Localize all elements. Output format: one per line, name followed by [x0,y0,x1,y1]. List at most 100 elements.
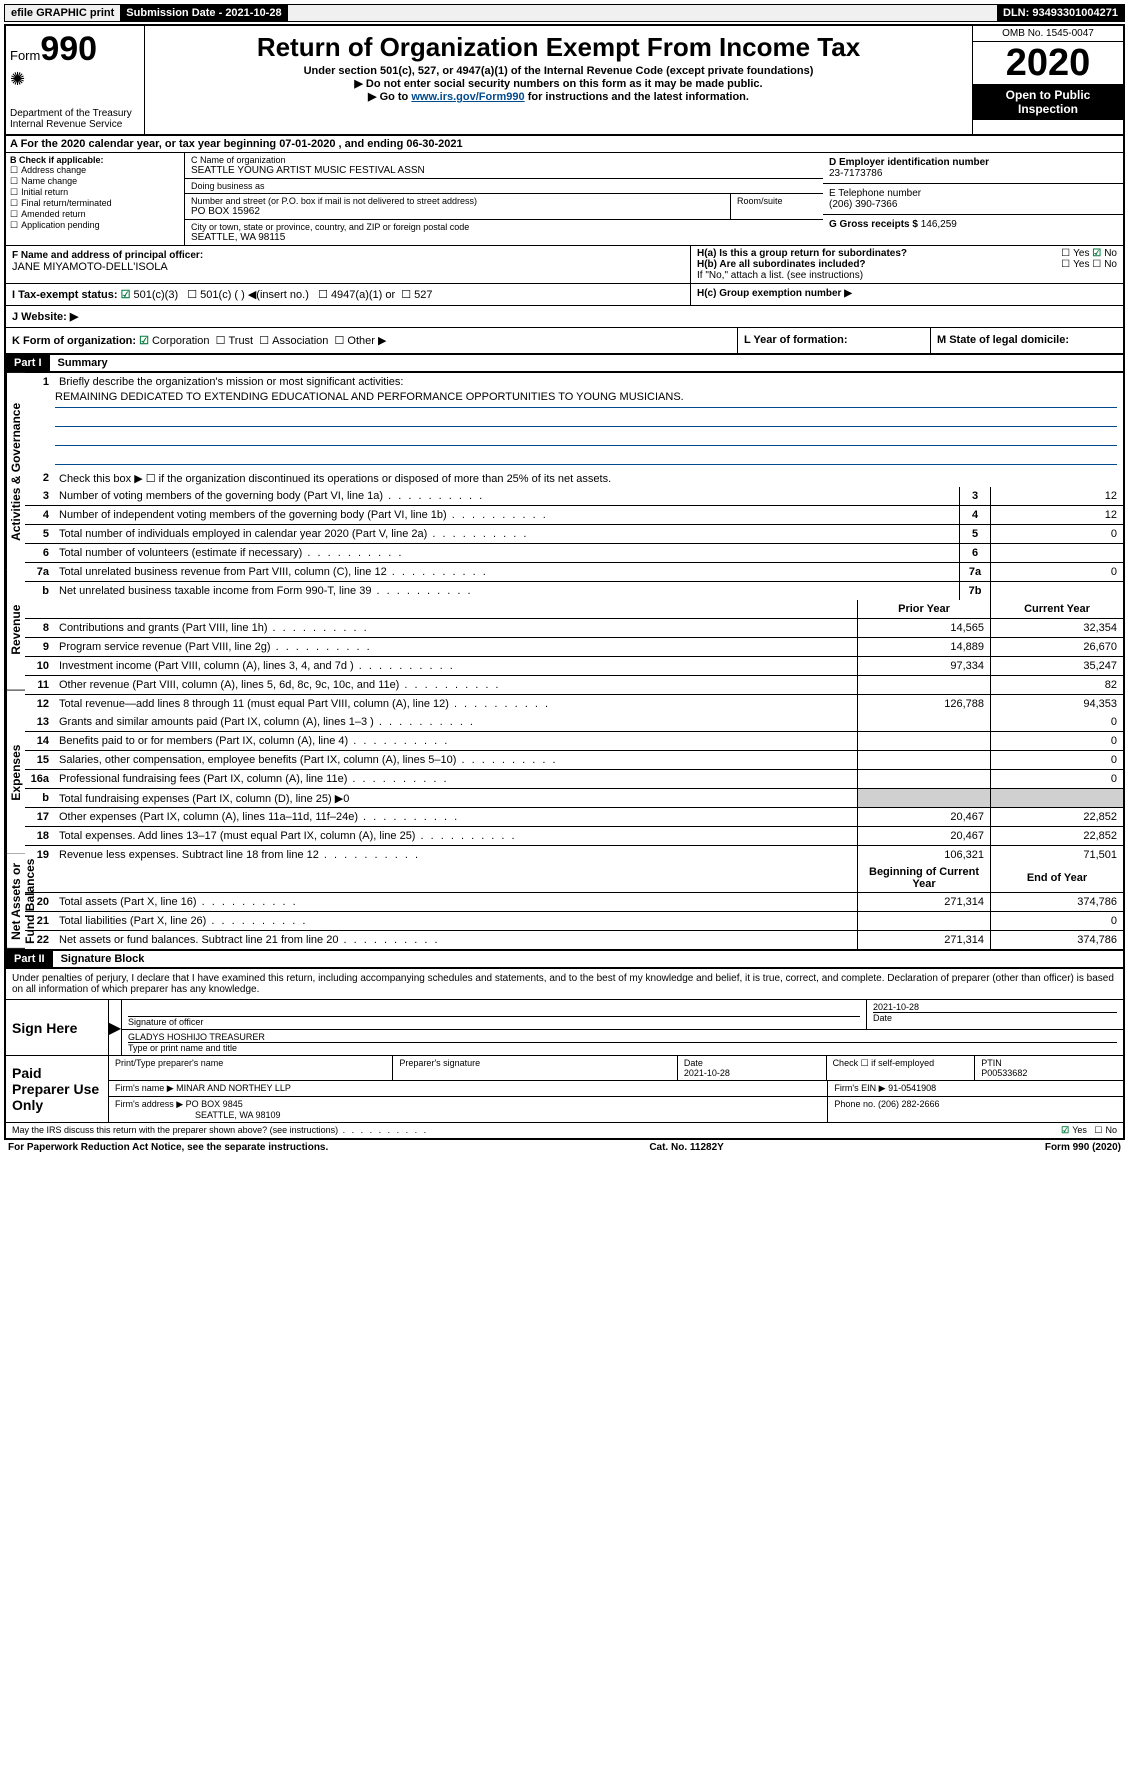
chk-4947[interactable]: 4947(a)(1) or [318,289,395,301]
summary-line: 19Revenue less expenses. Subtract line 1… [25,846,1123,864]
form990-link[interactable]: www.irs.gov/Form990 [411,91,524,103]
summary-line: 17Other expenses (Part IX, column (A), l… [25,808,1123,827]
gross-receipts: 146,259 [921,219,957,230]
part1-body: Activities & Governance Revenue Expenses… [4,373,1125,951]
irs-label: Internal Revenue Service [10,119,140,130]
box-g: G Gross receipts $ 146,259 [823,215,1123,234]
line2-label: Check this box ▶ ☐ if the organization d… [55,470,1123,487]
officer-group-block: F Name and address of principal officer:… [4,246,1125,284]
part1-header: Part I Summary [4,355,1125,373]
chk-501c3[interactable]: 501(c)(3) [121,289,179,301]
summary-line: bNet unrelated business taxable income f… [25,582,1123,600]
summary-line: 11Other revenue (Part VIII, column (A), … [25,676,1123,695]
chk-assoc[interactable]: Association [259,335,328,347]
line1-label: Briefly describe the organization's miss… [55,374,1123,390]
summary-line: 21Total liabilities (Part X, line 26)0 [25,912,1123,931]
chk-501c[interactable]: 501(c) ( ) ◀(insert no.) [187,289,309,301]
prep-date: 2021-10-28 [684,1068,820,1078]
hb-no[interactable]: No [1092,259,1117,270]
chk-other[interactable]: Other ▶ [335,335,387,347]
tax-period: A For the 2020 calendar year, or tax yea… [4,136,1125,153]
chk-final-return[interactable]: Final return/terminated [10,198,180,209]
summary-line: 7aTotal unrelated business revenue from … [25,563,1123,582]
summary-line: 3Number of voting members of the governi… [25,487,1123,506]
sign-here-label: Sign Here [6,1000,109,1055]
form-number: Form990 [10,30,140,69]
col-end: End of Year [990,864,1123,892]
summary-line: 5Total number of individuals employed in… [25,525,1123,544]
summary-line: bTotal fundraising expenses (Part IX, co… [25,789,1123,808]
ptin-value: P00533682 [981,1068,1117,1078]
discuss-no[interactable]: No [1094,1125,1117,1135]
chk-name-change[interactable]: Name change [10,176,180,187]
box-m: M State of legal domicile: [930,328,1123,353]
efile-label[interactable]: efile GRAPHIC print [5,5,120,21]
officer-typed-name: GLADYS HOSHIJO TREASURER [128,1032,1117,1043]
submission-date: Submission Date - 2021-10-28 [120,5,287,21]
box-d: D Employer identification number 23-7173… [823,153,1123,184]
subtitle-2: ▶ Do not enter social security numbers o… [153,77,964,90]
paid-preparer-label: Paid Preparer Use Only [6,1056,109,1122]
label-revenue: Revenue [6,570,25,691]
tax-status-row: I Tax-exempt status: 501(c)(3) 501(c) ( … [4,284,1125,306]
phone-value: (206) 390-7366 [829,199,1117,210]
box-e: E Telephone number (206) 390-7366 [823,184,1123,215]
self-employed-chk[interactable]: Check ☐ if self-employed [827,1056,976,1080]
website-row: J Website: ▶ [4,306,1125,328]
firm-phone: (206) 282-2666 [878,1099,940,1109]
hb-yes[interactable]: Yes [1061,259,1089,270]
label-governance: Activities & Governance [6,373,25,570]
summary-line: 18Total expenses. Add lines 13–17 (must … [25,827,1123,846]
firm-addr2: SEATTLE, WA 98109 [195,1110,281,1120]
ha-no[interactable]: No [1092,248,1117,259]
org-city: SEATTLE, WA 98115 [191,232,817,243]
label-expenses: Expenses [6,691,25,855]
summary-line: 13Grants and similar amounts paid (Part … [25,713,1123,732]
chk-amended[interactable]: Amended return [10,209,180,220]
chk-app-pending[interactable]: Application pending [10,220,180,231]
col-current: Current Year [990,600,1123,618]
sig-date: 2021-10-28 [873,1002,1117,1013]
top-bar: efile GRAPHIC print Submission Date - 20… [4,4,1125,22]
dept-label: Department of the Treasury [10,108,140,119]
label-net-assets: Net Assets or Fund Balances [6,854,25,949]
chk-corp[interactable]: Corporation [139,335,209,347]
tax-year: 2020 [973,42,1123,84]
subtitle-1: Under section 501(c), 527, or 4947(a)(1)… [153,65,964,77]
firm-addr1: PO BOX 9845 [186,1099,243,1109]
box-h: H(a) Is this a group return for subordin… [691,246,1123,283]
subtitle-3: ▶ Go to www.irs.gov/Form990 for instruct… [153,90,964,103]
firm-name: MINAR AND NORTHEY LLP [176,1083,291,1093]
summary-line: 12Total revenue—add lines 8 through 11 (… [25,695,1123,713]
org-name: SEATTLE YOUNG ARTIST MUSIC FESTIVAL ASSN [191,165,817,176]
org-address: PO BOX 15962 [191,206,724,217]
chk-527[interactable]: 527 [401,289,432,301]
officer-name: JANE MIYAMOTO-DELL'ISOLA [12,261,684,273]
summary-line: 14Benefits paid to or for members (Part … [25,732,1123,751]
chk-trust[interactable]: Trust [216,335,254,347]
box-c: C Name of organization SEATTLE YOUNG ART… [185,153,823,245]
form-title: Return of Organization Exempt From Incom… [153,32,964,63]
ein-value: 23-7173786 [829,168,1117,179]
open-public-badge: Open to Public Inspection [973,84,1123,120]
summary-line: 8Contributions and grants (Part VIII, li… [25,619,1123,638]
summary-line: 9Program service revenue (Part VIII, lin… [25,638,1123,657]
discuss-yes[interactable]: Yes [1061,1125,1087,1135]
summary-line: 4Number of independent voting members of… [25,506,1123,525]
form-header: Form990 ✺ Department of the Treasury Int… [4,24,1125,136]
col-beginning: Beginning of Current Year [857,864,990,892]
col-prior: Prior Year [857,600,990,618]
summary-line: 10Investment income (Part VIII, column (… [25,657,1123,676]
firm-ein: 91-0541908 [888,1083,936,1093]
summary-line: 22Net assets or fund balances. Subtract … [25,931,1123,949]
chk-address-change[interactable]: Address change [10,165,180,176]
ha-yes[interactable]: Yes [1061,248,1089,259]
omb-number: OMB No. 1545-0047 [973,26,1123,42]
sign-arrow-icon: ▶ [109,1000,122,1055]
summary-line: 16aProfessional fundraising fees (Part I… [25,770,1123,789]
box-b: B Check if applicable: Address change Na… [6,153,185,245]
chk-initial-return[interactable]: Initial return [10,187,180,198]
mission-text: REMAINING DEDICATED TO EXTENDING EDUCATI… [55,391,1117,408]
summary-line: 6Total number of volunteers (estimate if… [25,544,1123,563]
part2-header: Part II Signature Block [4,951,1125,969]
